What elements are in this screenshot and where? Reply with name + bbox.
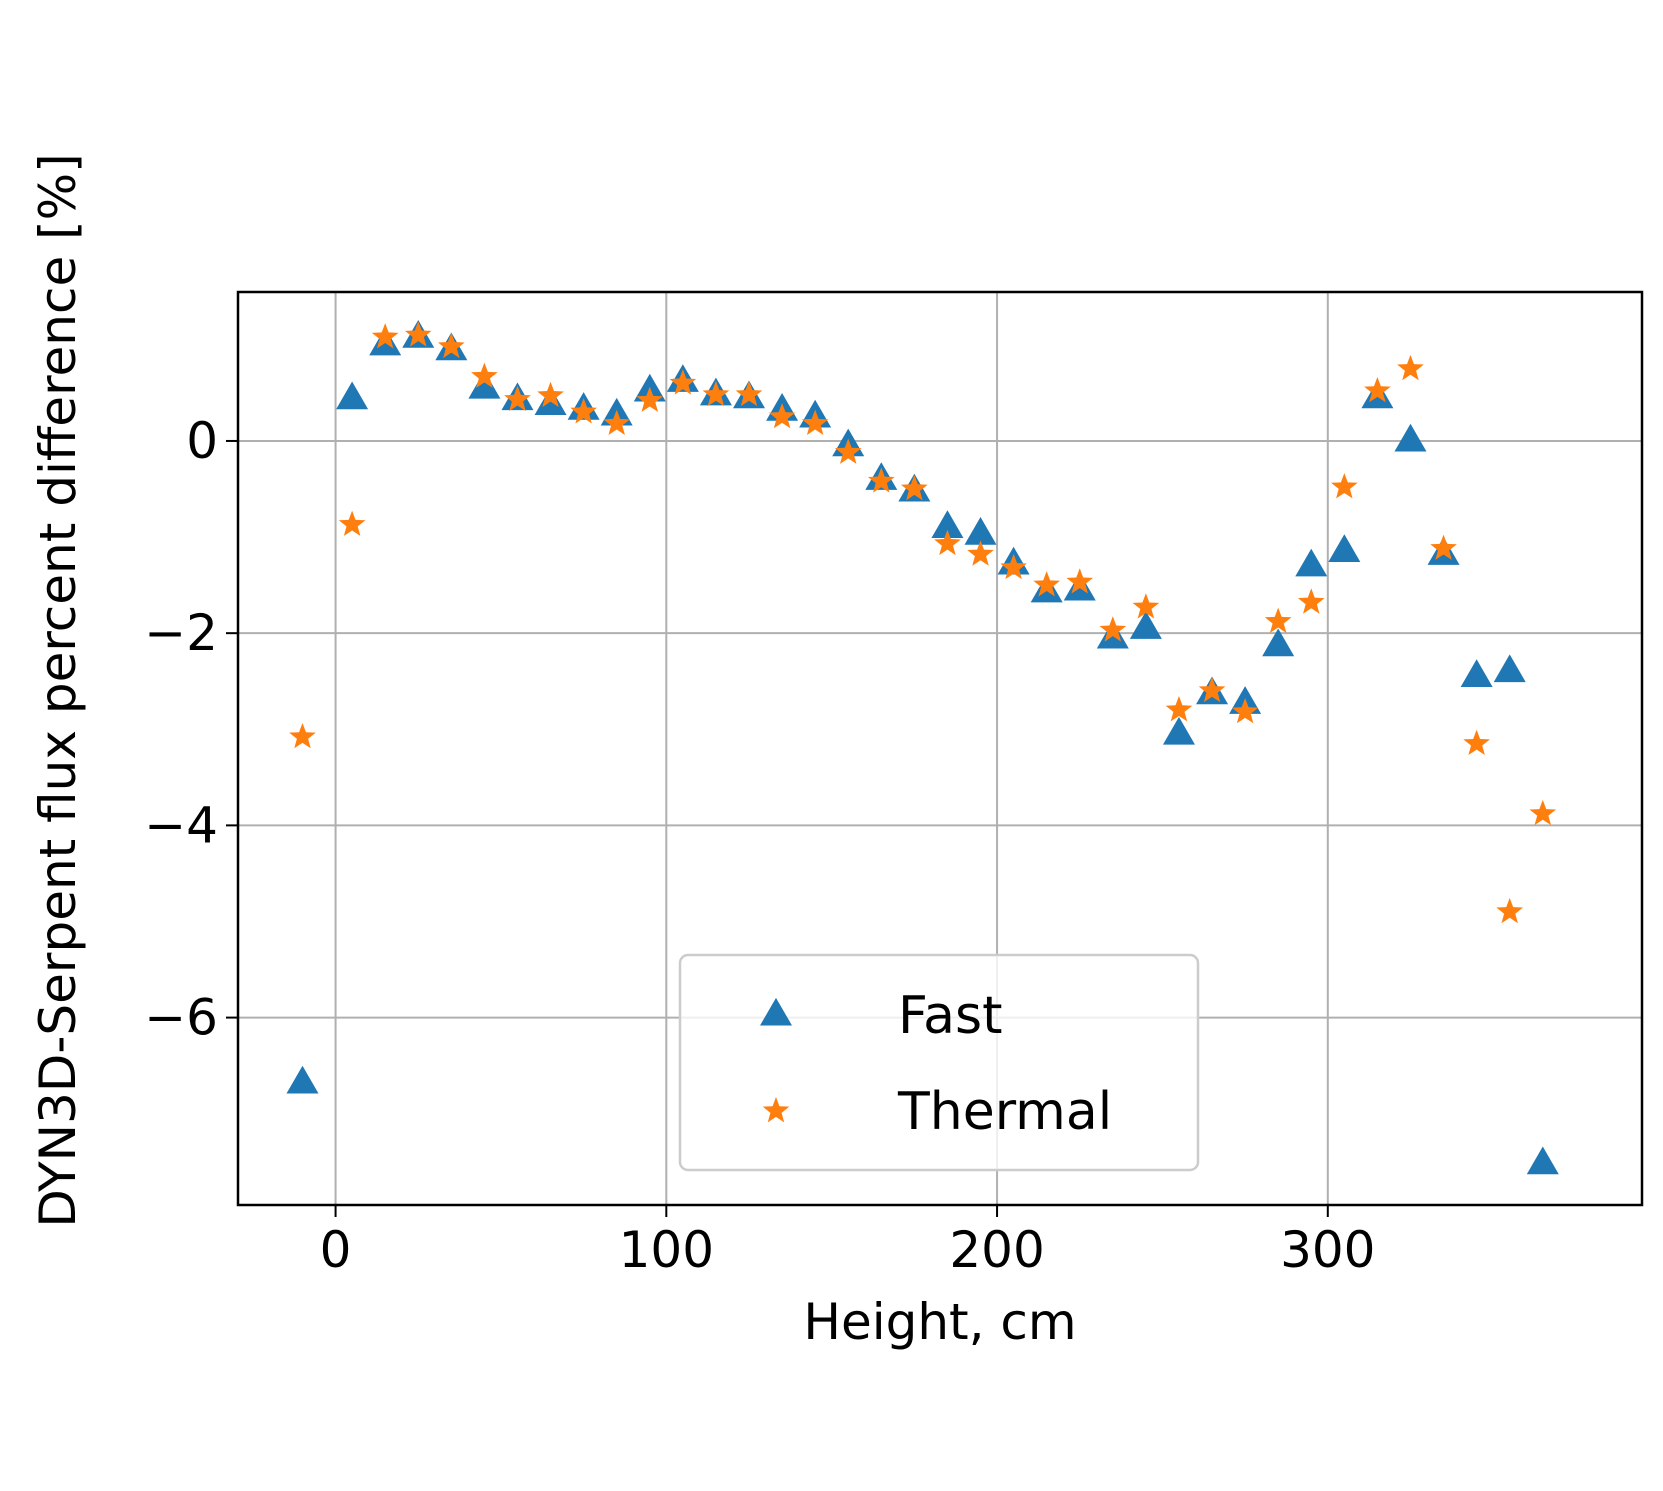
legend: Fast Thermal	[678, 953, 1200, 1172]
x-tick-label: 300	[1280, 1221, 1375, 1279]
fast-data-point	[1328, 534, 1361, 563]
thermal-data-point	[1331, 473, 1358, 499]
x-axis-label: Height, cm	[803, 1293, 1076, 1351]
thermal-data-point	[768, 402, 796, 429]
y-tick-label: −4	[144, 796, 218, 854]
y-tick-label: −2	[144, 604, 218, 662]
thermal-data-point	[1231, 697, 1259, 724]
fast-data-point	[964, 517, 997, 545]
thermal-data-point	[537, 381, 564, 408]
legend-marker-thermal	[762, 1097, 790, 1123]
thermal-data-point	[371, 323, 399, 349]
thermal-data-point	[1132, 593, 1160, 619]
thermal-data-point	[1529, 799, 1557, 826]
legend-box	[678, 953, 1200, 1172]
fast-data-point	[931, 510, 964, 538]
thermal-data-point	[1463, 729, 1490, 756]
legend-marker-shape	[760, 997, 792, 1026]
thermal-data-point	[1033, 571, 1060, 597]
data-series	[286, 319, 1559, 1175]
thermal-data-point	[1496, 897, 1524, 924]
thermal-data-point	[289, 722, 316, 749]
legend-marker-shape	[762, 1097, 790, 1123]
thermal-data-point	[1165, 696, 1193, 722]
fast-data-point	[1129, 611, 1162, 639]
thermal-data-point	[404, 321, 432, 347]
x-tick-label: 200	[949, 1221, 1044, 1279]
fast-data-point	[1526, 1146, 1559, 1175]
thermal-data-point	[338, 510, 366, 536]
fast-data-point	[286, 1065, 319, 1094]
thermal-data-point	[438, 332, 465, 359]
thermal-data-point	[504, 385, 531, 411]
thermal-data-point	[1364, 376, 1391, 403]
thermal-data-point	[967, 540, 994, 566]
thermal-data-point	[1297, 588, 1325, 614]
thermal-data-point	[901, 475, 928, 501]
legend-label-thermal: Thermal	[897, 1082, 1112, 1142]
thermal-data-point	[1264, 607, 1292, 633]
thermal-data-point	[801, 409, 829, 435]
thermal-data-point	[603, 409, 631, 435]
thermal-data-point	[867, 467, 895, 493]
fast-data-point	[1493, 654, 1526, 683]
ticks: 0 100 200 300 0 −2 −4 −6	[144, 412, 1375, 1279]
thermal-data-point	[1066, 568, 1094, 594]
legend-marker-fast	[760, 997, 792, 1026]
thermal-data-point	[934, 529, 961, 556]
thermal-data-point	[669, 369, 697, 395]
thermal-data-point	[1198, 676, 1226, 703]
x-tick-label: 0	[320, 1221, 352, 1279]
thermal-data-point	[471, 362, 498, 388]
thermal-data-point	[636, 386, 664, 412]
y-tick-label: 0	[186, 412, 218, 470]
y-tick-label: −6	[144, 989, 218, 1047]
x-tick-label: 100	[619, 1221, 714, 1279]
fast-data-point	[1460, 659, 1493, 687]
legend-label-fast: Fast	[898, 986, 1002, 1046]
plot-frame	[236, 290, 1644, 1207]
thermal-data-point	[570, 398, 597, 424]
y-axis-label: DYN3D-Serpent flux percent difference [%…	[29, 153, 87, 1227]
fast-data-point	[1394, 423, 1427, 452]
thermal-data-point	[834, 438, 862, 464]
grid	[238, 292, 1642, 1205]
fast-data-point	[1295, 548, 1328, 577]
thermal-data-point	[1099, 616, 1127, 642]
fast-data-point	[468, 370, 501, 399]
thermal-data-point	[1430, 534, 1457, 560]
thermal-data-point	[1000, 553, 1027, 580]
thermal-data-point	[702, 380, 730, 407]
fast-data-point	[1162, 716, 1195, 745]
thermal-data-point	[735, 380, 763, 407]
fast-data-point	[336, 381, 369, 410]
thermal-data-point	[1397, 354, 1424, 381]
fast-data-point	[1262, 628, 1295, 657]
